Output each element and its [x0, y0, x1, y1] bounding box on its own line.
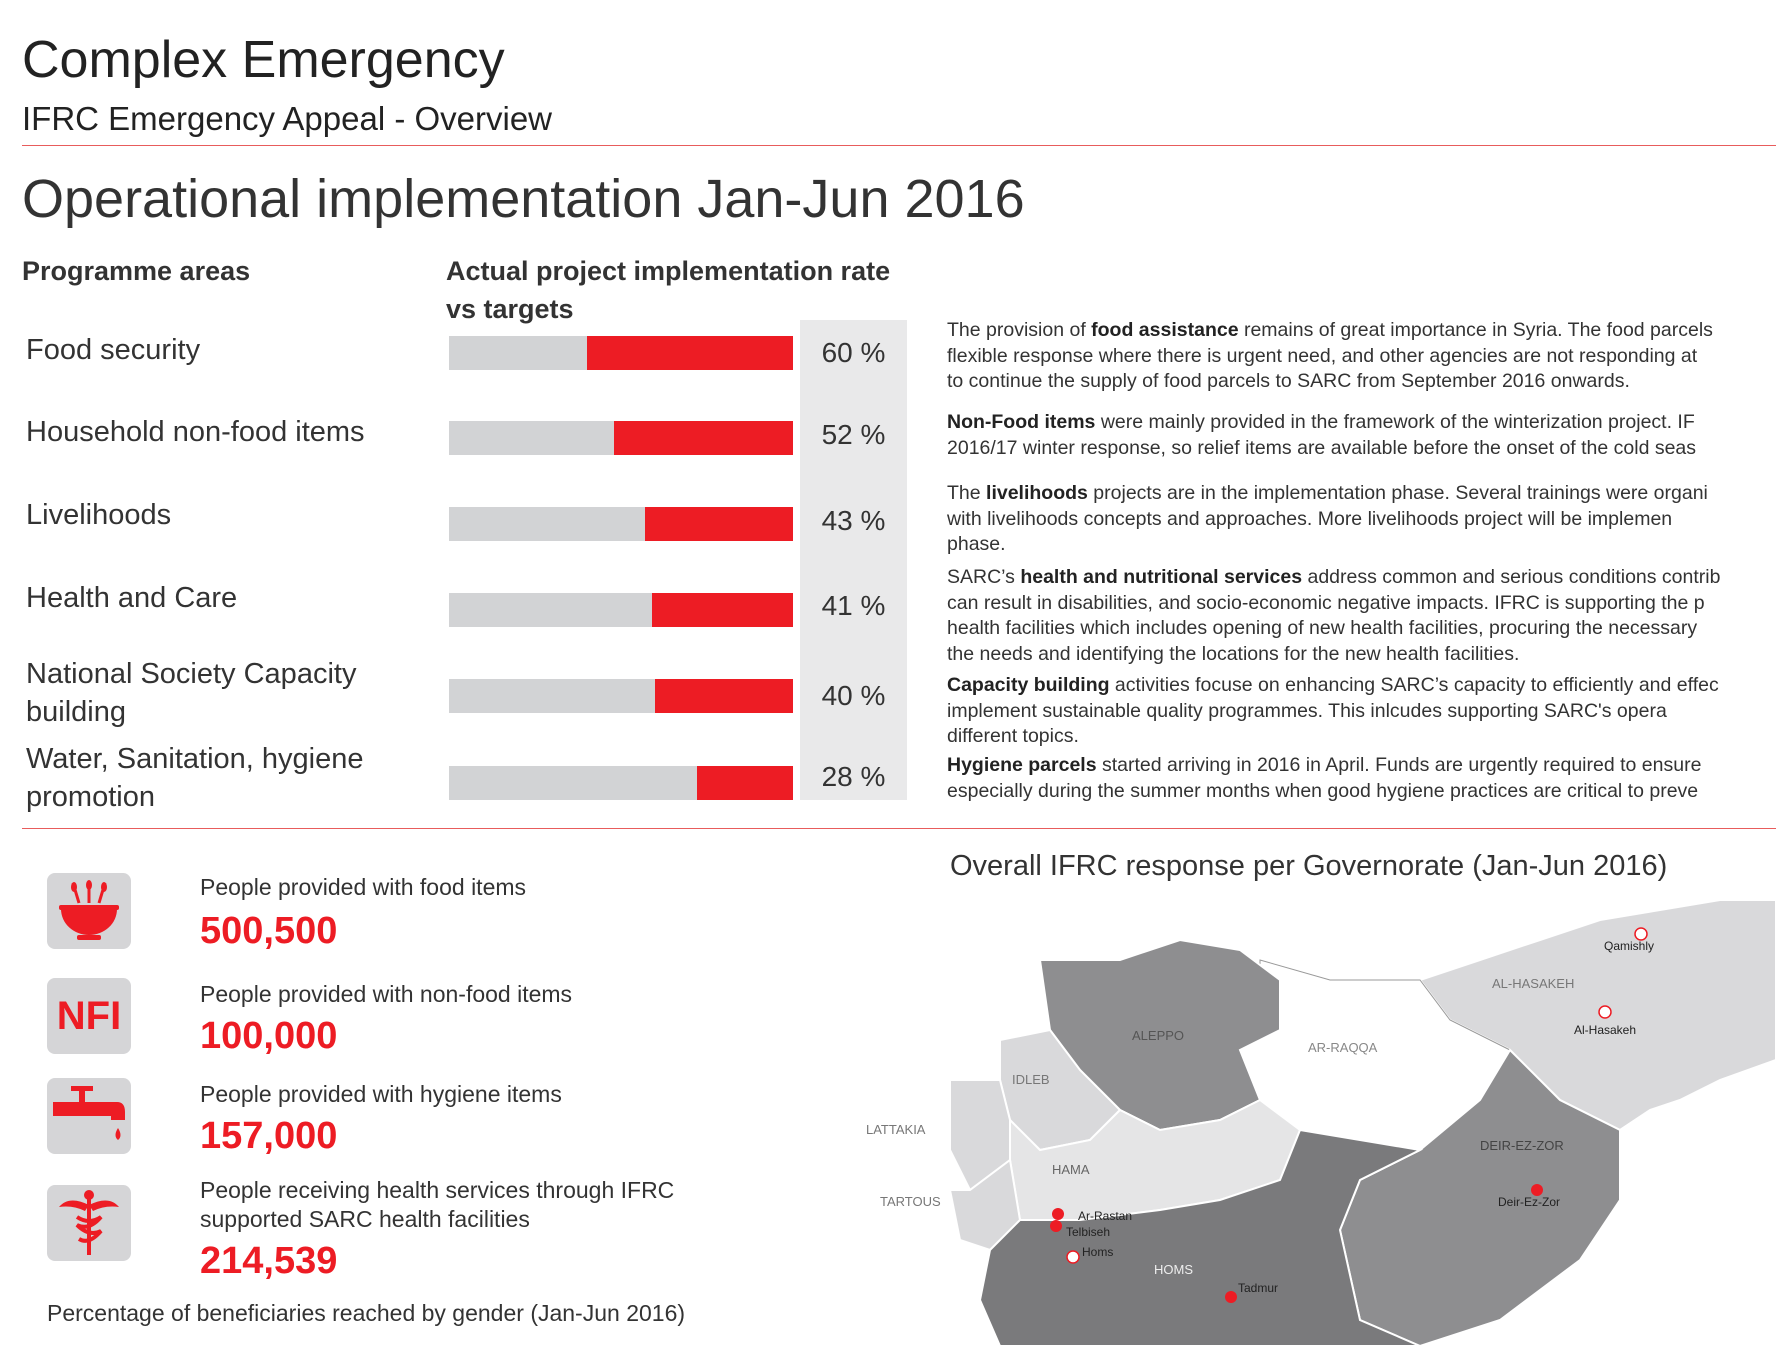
city-qamishly: Qamishly — [1604, 939, 1654, 953]
stat-value-nfi: 100,000 — [200, 1015, 338, 1057]
stat-value-hygiene: 157,000 — [200, 1115, 338, 1157]
map-label-tartous: TARTOUS — [880, 1194, 941, 1209]
programme-food-security: Food security — [26, 331, 426, 369]
nfi-icon: NFI — [47, 978, 131, 1054]
desc-food-assistance: The provision of food assistance remains… — [947, 319, 1713, 392]
rate-bar-fill — [696, 766, 793, 800]
map-title: Overall IFRC response per Governorate (J… — [950, 850, 1668, 882]
programme-label: Household non-food items — [26, 416, 365, 448]
rate-bar-fill — [655, 679, 793, 713]
rate-heading-line1: Actual project implementation rate — [446, 256, 891, 286]
water-tap-icon — [47, 1078, 131, 1154]
rate-value-food-security: 60 % — [821, 337, 886, 368]
desc-capacity-building: Capacity building activities focuse on e… — [947, 674, 1719, 747]
governorate-map: ALEPPO AR-RAQQA AL-HASAKEH IDLEB LATTAKI… — [866, 900, 1776, 1346]
programme-label-line1: Water, Sanitation, hygiene — [26, 743, 364, 775]
food-bowl-icon — [47, 873, 131, 949]
map-label-aleppo: ALEPPO — [1132, 1028, 1184, 1043]
programme-label: Livelihoods — [26, 499, 172, 531]
city-al-hasakeh: Al-Hasakeh — [1574, 1023, 1636, 1037]
map-label-ar-raqqa: AR-RAQQA — [1308, 1040, 1378, 1055]
stat-label-health-line1: People receiving health services through… — [200, 1177, 675, 1203]
city-ar-rastan: Ar-Rastan — [1078, 1209, 1132, 1223]
rate-bar-fill — [651, 593, 793, 627]
rate-value-livelihoods: 43 % — [821, 505, 886, 536]
page-title: Complex Emergency — [22, 31, 505, 89]
desc-livelihoods: The livelihoods projects are in the impl… — [947, 482, 1708, 555]
rate-bar-ns-capacity — [449, 679, 793, 713]
programme-areas-heading: Programme areas — [22, 256, 251, 286]
map-label-al-hasakeh: AL-HASAKEH — [1492, 976, 1574, 991]
programme-label-line1: National Society Capacity — [26, 658, 357, 690]
stat-label-health-line2: supported SARC health facilities — [200, 1206, 530, 1232]
stat-label-nfi: People provided with non-food items — [200, 981, 573, 1007]
desc-hygiene-parcels: Hygiene parcels started arriving in 2016… — [947, 754, 1702, 802]
city-homs: Homs — [1082, 1245, 1113, 1259]
stat-value-food: 500,500 — [200, 910, 338, 952]
programme-label-line2: building — [26, 696, 126, 728]
programme-label-line2: promotion — [26, 781, 155, 813]
rate-value-ns-capacity: 40 % — [821, 680, 886, 711]
rate-value-household-nfi: 52 % — [821, 419, 886, 450]
city-deir-ez-zor: Deir-Ez-Zor — [1498, 1195, 1560, 1209]
city-telbiseh: Telbiseh — [1066, 1225, 1110, 1239]
stat-label-hygiene: People provided with hygiene items — [200, 1081, 562, 1107]
section-divider — [22, 828, 1776, 829]
rate-bar-health-care — [449, 593, 793, 627]
rate-value-health-care: 41 % — [821, 590, 886, 621]
programme-label: Health and Care — [26, 582, 238, 614]
gender-chart-title: Percentage of beneficiaries reached by g… — [47, 1300, 686, 1326]
programme-livelihoods: Livelihoods — [26, 496, 426, 534]
header-divider — [22, 145, 1776, 146]
rate-value-wash: 28 % — [821, 761, 886, 792]
section-title: Operational implementation Jan-Jun 2016 — [22, 169, 1025, 229]
map-label-lattakia: LATTAKIA — [866, 1122, 926, 1137]
programme-household-nfi: Household non-food items — [26, 413, 426, 451]
desc-non-food-items: Non-Food items were mainly provided in t… — [947, 411, 1697, 459]
rate-bar-livelihoods — [449, 507, 793, 541]
stat-value-health: 214,539 — [200, 1240, 338, 1282]
map-label-idleb: IDLEB — [1012, 1072, 1050, 1087]
rate-bar-fill — [645, 507, 793, 541]
map-label-homs: HOMS — [1154, 1262, 1193, 1277]
rate-bar-wash — [449, 766, 793, 800]
rate-bar-household-nfi — [449, 421, 793, 455]
stat-label-food: People provided with food items — [200, 874, 527, 900]
programme-label: Food security — [26, 334, 201, 366]
programme-health-care: Health and Care — [26, 579, 426, 617]
desc-health: SARC’s health and nutritional services a… — [947, 566, 1721, 665]
map-label-deir-ez-zor: DEIR-EZ-ZOR — [1480, 1138, 1564, 1153]
caduceus-icon — [47, 1185, 131, 1261]
region-homs — [978, 1128, 1424, 1346]
rate-bar-fill — [586, 336, 793, 370]
page-subtitle: IFRC Emergency Appeal - Overview — [22, 100, 553, 137]
rate-heading-line2: vs targets — [446, 294, 574, 324]
programme-ns-capacity: National Society Capacity building — [26, 655, 426, 731]
city-tadmur: Tadmur — [1238, 1281, 1278, 1295]
rate-bar-fill — [614, 421, 793, 455]
percent-column-bg — [800, 320, 907, 800]
map-label-hama: HAMA — [1052, 1162, 1090, 1177]
rate-bar-food-security — [449, 336, 793, 370]
programme-wash: Water, Sanitation, hygiene promotion — [26, 740, 426, 816]
